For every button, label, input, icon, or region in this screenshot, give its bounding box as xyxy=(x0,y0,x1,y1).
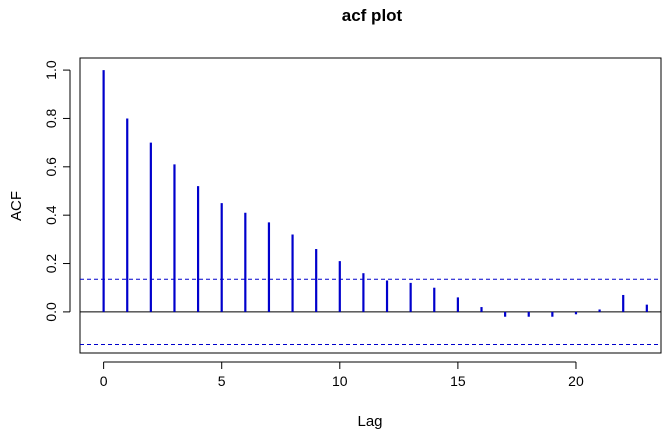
acf-bars xyxy=(102,70,648,317)
y-tick-label: 0.6 xyxy=(43,157,59,177)
x-tick-label: 20 xyxy=(568,373,584,389)
y-tick-label: 0.0 xyxy=(43,302,59,322)
y-axis: 0.0 0.2 0.4 0.6 0.8 1.0 xyxy=(43,60,71,322)
x-tick-label: 10 xyxy=(332,373,348,389)
chart-title: acf plot xyxy=(342,6,403,25)
x-tick-label: 15 xyxy=(450,373,466,389)
reference-lines xyxy=(80,278,661,346)
x-axis: 0 5 10 15 20 xyxy=(100,361,584,389)
x-tick-label: 0 xyxy=(100,373,108,389)
plot-frame xyxy=(79,57,662,354)
y-tick-label: 0.8 xyxy=(43,109,59,129)
y-tick-label: 0.2 xyxy=(43,254,59,274)
y-axis-label: ACF xyxy=(8,191,25,221)
y-tick-label: 0.4 xyxy=(43,205,59,225)
x-tick-label: 5 xyxy=(218,373,226,389)
y-tick-label: 1.0 xyxy=(43,60,59,80)
x-axis-label: Lag xyxy=(357,413,382,430)
